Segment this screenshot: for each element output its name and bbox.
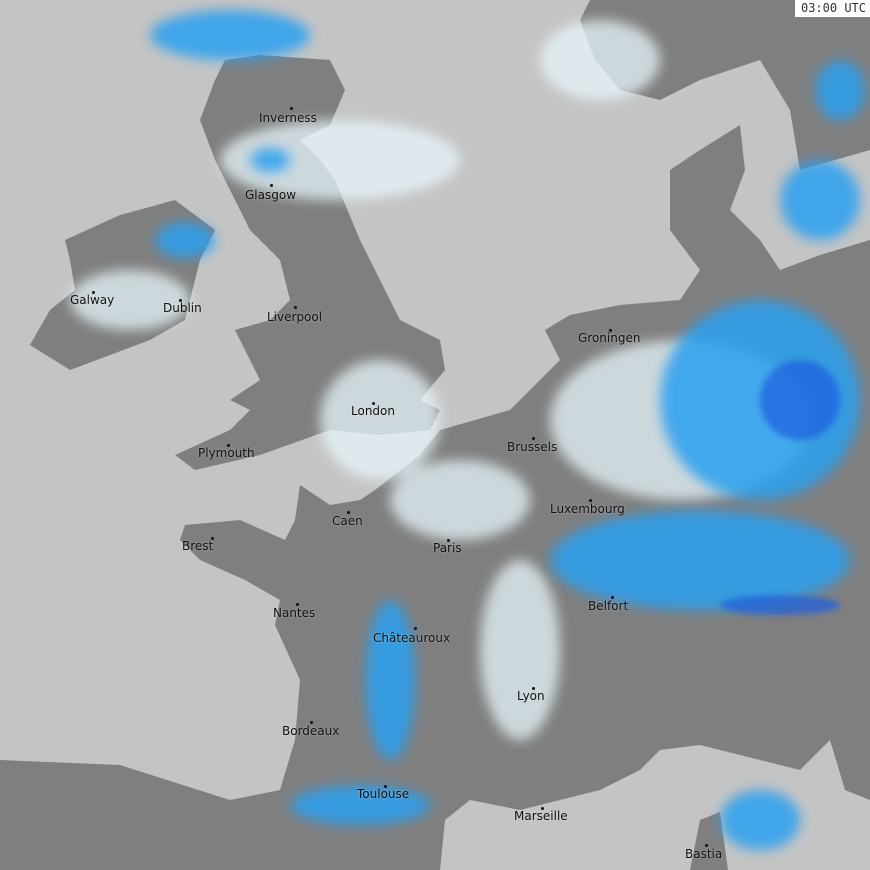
city-marker bbox=[532, 687, 535, 690]
city-label: Toulouse bbox=[357, 787, 410, 801]
city-marker bbox=[227, 444, 230, 447]
city-label: Inverness bbox=[259, 111, 317, 125]
city-label: Nantes bbox=[273, 606, 316, 620]
city-label: Plymouth bbox=[198, 446, 255, 460]
city-marker bbox=[705, 844, 708, 847]
city-marker bbox=[372, 402, 375, 405]
city-label: Marseille bbox=[514, 809, 568, 823]
city-label: Paris bbox=[433, 541, 462, 555]
city-marker bbox=[294, 306, 297, 309]
city-label: London bbox=[351, 404, 395, 418]
city-marker bbox=[179, 299, 182, 302]
city-label: Châteauroux bbox=[373, 631, 451, 645]
city-label: Caen bbox=[332, 514, 363, 528]
city-label: Glasgow bbox=[245, 188, 297, 202]
italy bbox=[830, 700, 870, 800]
city-marker bbox=[347, 511, 350, 514]
city-marker bbox=[270, 184, 273, 187]
city-marker bbox=[611, 596, 614, 599]
city-marker bbox=[310, 721, 313, 724]
city-marker bbox=[447, 539, 450, 542]
city-label: Brussels bbox=[507, 440, 558, 454]
city-marker bbox=[296, 603, 299, 606]
city-label: Liverpool bbox=[267, 310, 323, 324]
city-label: Bastia bbox=[685, 847, 723, 861]
radar-heavy-precip bbox=[720, 360, 840, 615]
city-marker bbox=[589, 499, 592, 502]
city-label: Galway bbox=[70, 293, 115, 307]
city-label: Luxembourg bbox=[550, 502, 625, 516]
city-marker bbox=[541, 807, 544, 810]
city-label: Brest bbox=[182, 539, 214, 553]
city-label: Bordeaux bbox=[282, 724, 340, 738]
city-marker bbox=[414, 627, 417, 630]
timestamp-label: 03:00 UTC bbox=[794, 0, 870, 17]
city-marker bbox=[532, 437, 535, 440]
city-label: Groningen bbox=[578, 331, 641, 345]
city-label: Dublin bbox=[163, 301, 202, 315]
city-label: Lyon bbox=[517, 689, 545, 703]
city-marker bbox=[211, 537, 214, 540]
city-marker bbox=[384, 785, 387, 788]
city-marker bbox=[609, 329, 612, 332]
corsica bbox=[690, 812, 728, 870]
city-label: Belfort bbox=[588, 599, 629, 613]
city-marker bbox=[92, 291, 95, 294]
city-marker bbox=[290, 107, 293, 110]
